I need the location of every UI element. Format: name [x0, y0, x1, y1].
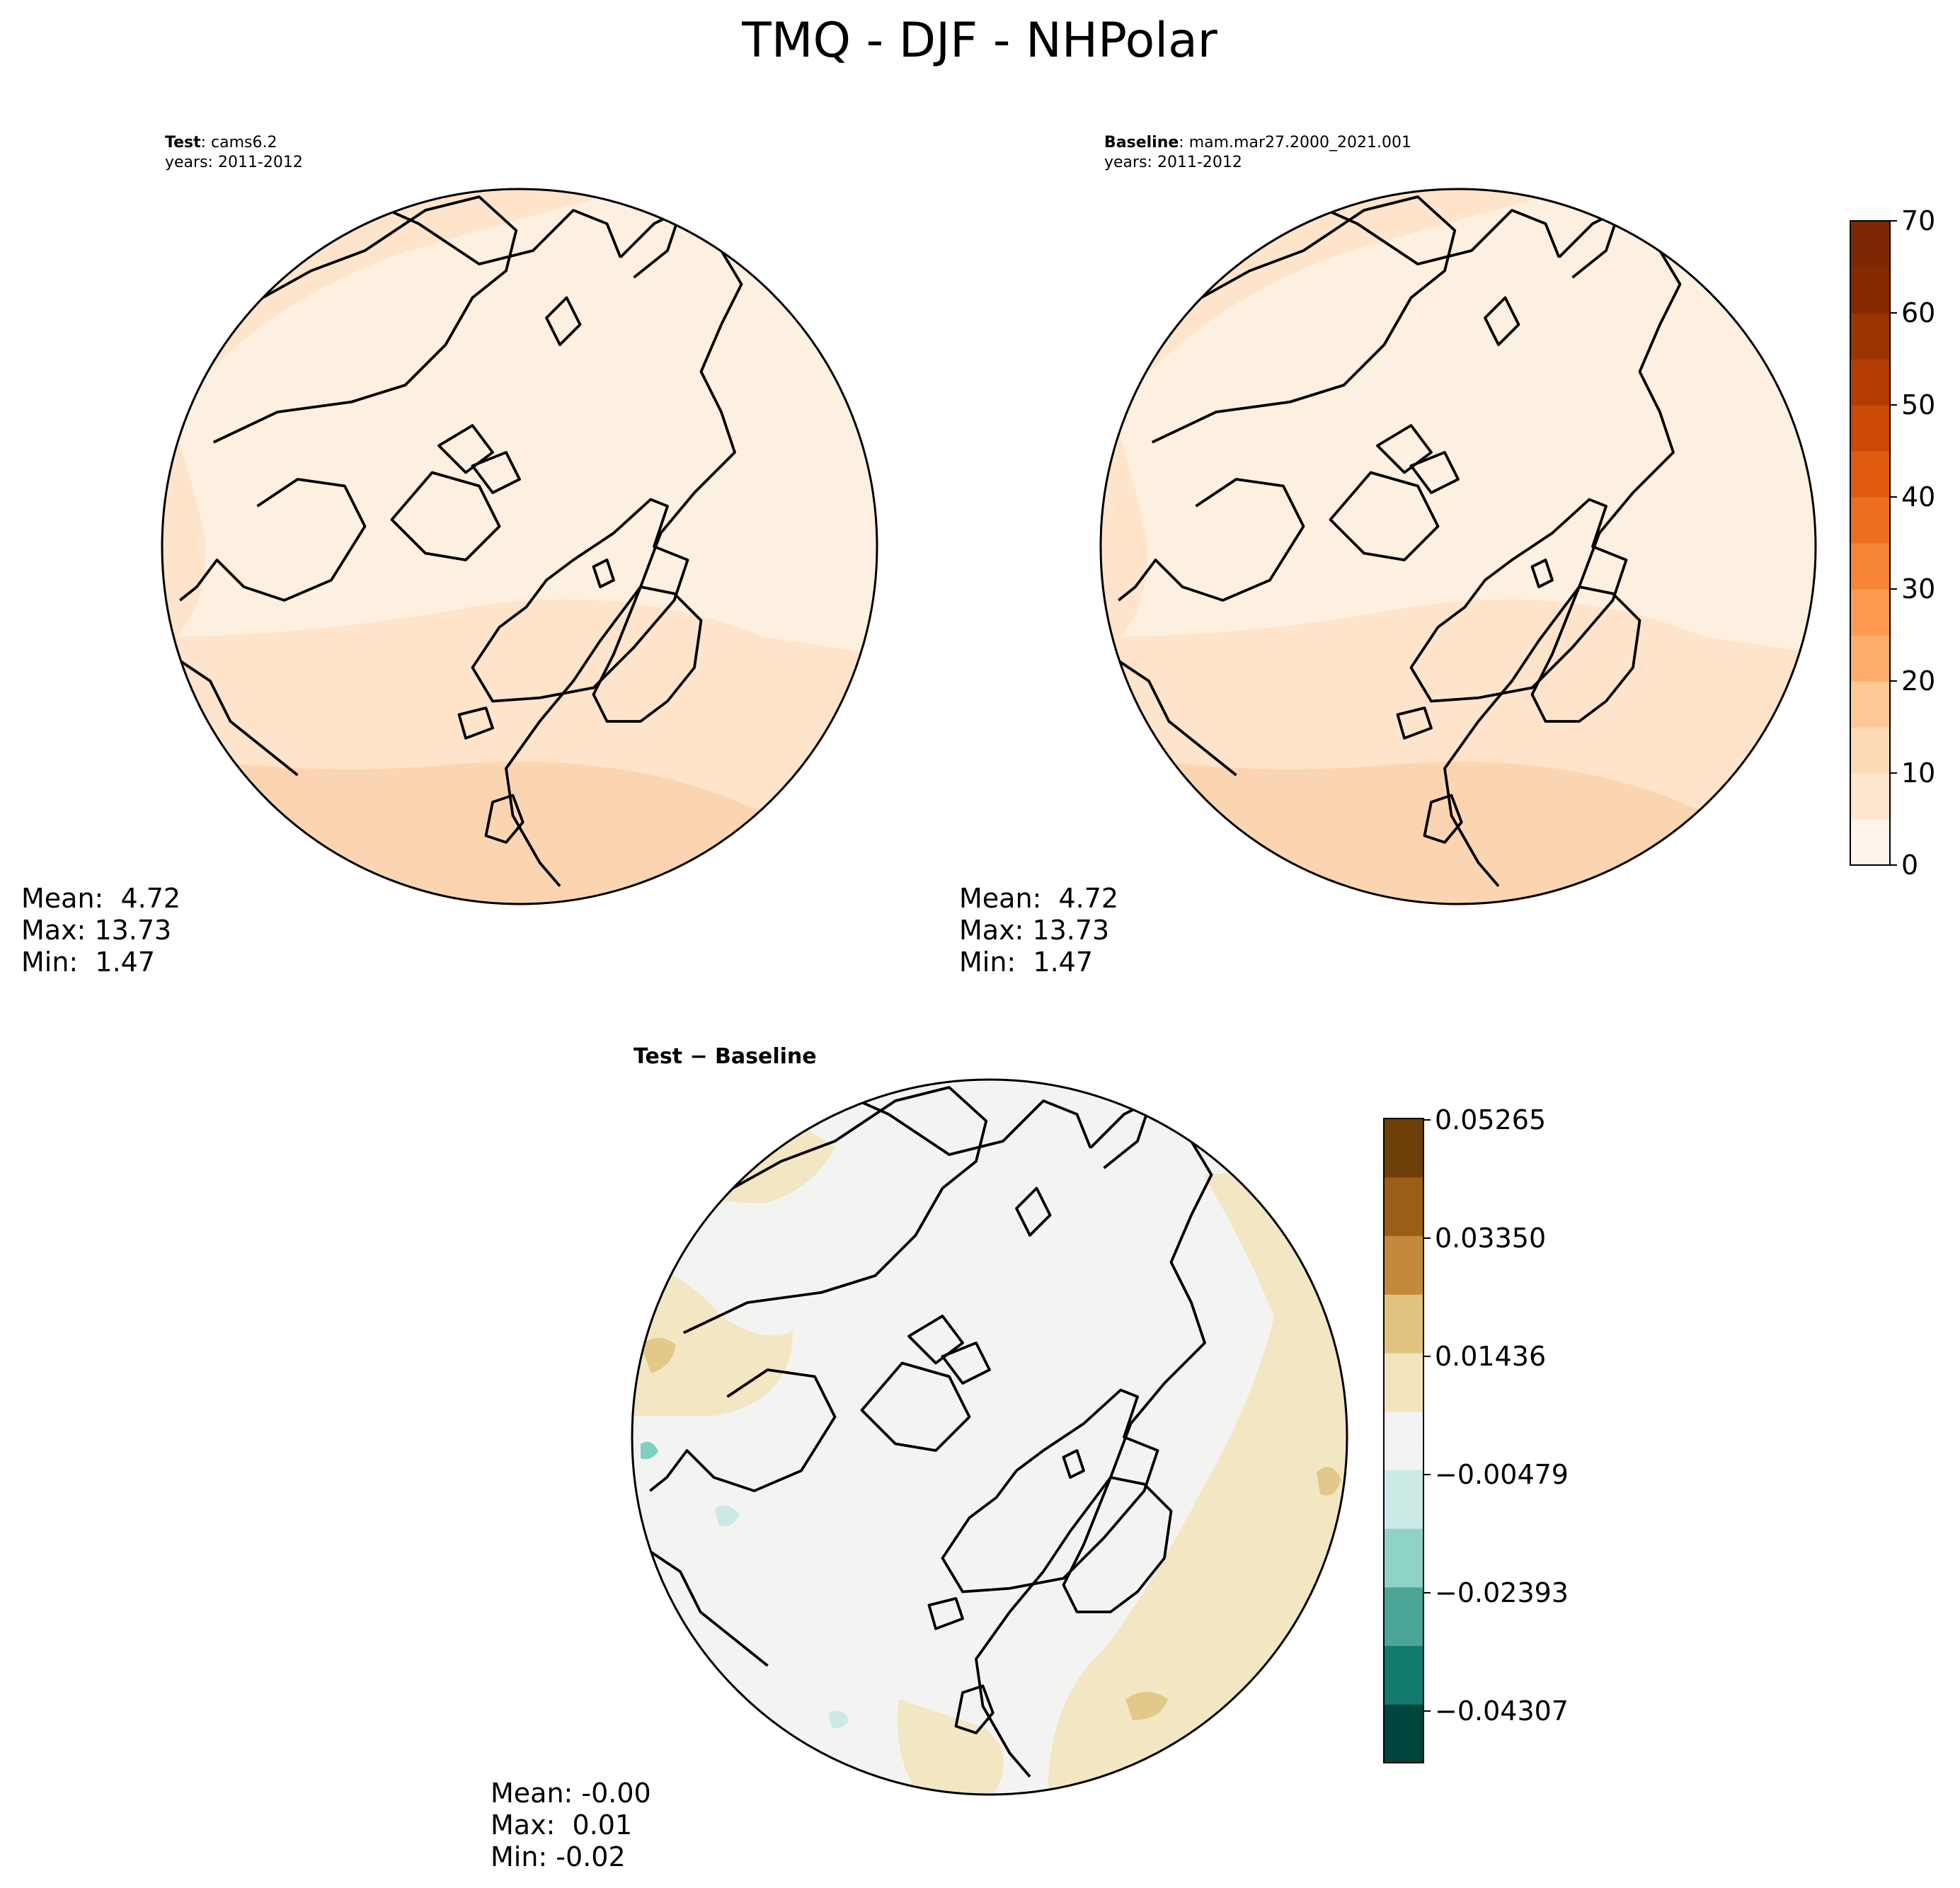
diff-colorbar-swatch [1384, 1235, 1423, 1295]
main-colorbar-tick-label: 30 [1901, 573, 1935, 605]
diff-stat-min: Min: -0.02 [491, 1841, 626, 1872]
diff-map-tan-east [1048, 1161, 1347, 1795]
diff-colorbar-swatch [1384, 1586, 1423, 1647]
diff-colorbar-swatch [1384, 1177, 1423, 1237]
diff-colorbar-swatch [1384, 1470, 1423, 1529]
test-stat-mean: Mean: 4.72 [21, 883, 180, 914]
baseline-map-border [1099, 188, 1817, 905]
baseline-map-band-lowest [1101, 750, 1816, 904]
baseline-panel-label: Baseline: mam.mar27.2000_2021.001 [1104, 134, 1411, 151]
baseline-map [1101, 189, 1816, 904]
main-colorbar-swatch [1850, 313, 1890, 360]
diff-map-teal-spot-2 [715, 1505, 740, 1526]
diff-colorbar-tick-label: 0.03350 [1435, 1223, 1546, 1254]
diff-colorbar-swatch [1384, 1645, 1423, 1705]
diff-colorbar-frame [1383, 1118, 1424, 1763]
diff-map-tan-south [898, 1699, 1004, 1795]
test-panel-label: Test: cams6.2 [165, 134, 277, 151]
main-colorbar-swatch [1850, 221, 1890, 268]
baseline-stat-mean: Mean: 4.72 [959, 883, 1118, 914]
figure-title: TMQ - DJF - NHPolar [741, 13, 1217, 69]
diff-colorbar-swatch [1384, 1411, 1423, 1470]
test-map-border [161, 188, 878, 905]
main-colorbar-tick-label: 50 [1901, 389, 1935, 420]
diff-map [632, 1080, 1347, 1795]
main-colorbar-swatch [1850, 589, 1890, 636]
diff-colorbar: 0.05265 0.03350 0.01436 −0.00479 −0.02393 −0.… [1383, 1104, 1569, 1763]
diff-map-teal-spot-3 [828, 1710, 849, 1729]
diff-colorbar-swatch [1384, 1119, 1423, 1178]
main-colorbar-swatch [1850, 773, 1890, 820]
main-colorbar-swatch [1850, 267, 1890, 314]
test-map-band-west [162, 354, 206, 665]
diff-colorbar-swatch [1384, 1352, 1423, 1412]
main-colorbar-tick-label: 0 [1901, 849, 1918, 881]
diff-map-tan-west [632, 1260, 793, 1416]
diff-colorbar-swatch [1384, 1294, 1423, 1354]
diff-stat-mean: Mean: -0.00 [491, 1778, 651, 1809]
main-colorbar-tick-label: 70 [1901, 205, 1935, 236]
baseline-stat-min: Min: 1.47 [959, 946, 1093, 978]
diff-colorbar-swatch [1384, 1704, 1423, 1763]
diff-map-dark-tan-1 [641, 1338, 676, 1373]
main-colorbar-swatch [1850, 727, 1890, 774]
baseline-stat-max: Max: 13.73 [959, 915, 1109, 946]
baseline-panel: Baseline: mam.mar27.2000_2021.001 years:… [959, 134, 1817, 978]
diff-map-dark-tan-3 [1317, 1467, 1341, 1496]
diff-map-teal-spot-1 [641, 1441, 658, 1460]
main-colorbar-swatch [1850, 497, 1890, 544]
diff-colorbar-swatch [1384, 1528, 1423, 1588]
main-colorbar-tick-label: 40 [1901, 481, 1935, 513]
test-label-bold: Test [165, 134, 201, 151]
main-colorbar-frame [1850, 220, 1891, 866]
main-colorbar-tick-label: 60 [1901, 297, 1935, 328]
main-colorbar-swatch [1850, 359, 1890, 406]
diff-title: Test − Baseline [634, 1044, 817, 1069]
test-map [162, 189, 877, 904]
main-colorbar: 0 10 20 30 40 50 60 70 [1850, 205, 1935, 881]
diff-colorbar-tick-label: 0.01436 [1435, 1341, 1546, 1372]
main-colorbar-swatch [1850, 681, 1890, 728]
main-colorbar-tick-label: 10 [1901, 757, 1935, 789]
diff-colorbar-tick-label: −0.02393 [1435, 1577, 1569, 1608]
main-colorbar-swatch [1850, 405, 1890, 452]
test-label-rest: : cams6.2 [201, 134, 277, 151]
main-colorbar-swatch [1850, 543, 1890, 590]
diff-colorbar-tick-label: 0.05265 [1435, 1104, 1546, 1135]
baseline-label-rest: : mam.mar27.2000_2021.001 [1179, 134, 1411, 151]
test-panel: Test: cams6.2 years: 2011-2012 Mean: 4.7… [21, 134, 878, 978]
diff-map-border [631, 1078, 1348, 1796]
main-colorbar-swatch [1850, 635, 1890, 682]
test-stat-max: Max: 13.73 [21, 915, 171, 946]
baseline-years: years: 2011-2012 [1104, 154, 1242, 171]
diff-stat-max: Max: 0.01 [491, 1809, 632, 1841]
diff-map-dark-tan-2 [1125, 1692, 1168, 1720]
test-stat-min: Min: 1.47 [21, 946, 155, 978]
test-years: years: 2011-2012 [165, 154, 303, 171]
diff-colorbar-tick-label: −0.00479 [1435, 1459, 1569, 1490]
baseline-label-bold: Baseline [1104, 134, 1179, 151]
main-colorbar-swatch [1850, 451, 1890, 498]
main-colorbar-swatch [1850, 819, 1890, 866]
diff-panel: Test − Baseline Mean: -0.00 Max: 0.01 Mi… [491, 1044, 1348, 1872]
diff-colorbar-tick-label: −0.04307 [1435, 1695, 1569, 1727]
main-colorbar-tick-label: 20 [1901, 665, 1935, 697]
